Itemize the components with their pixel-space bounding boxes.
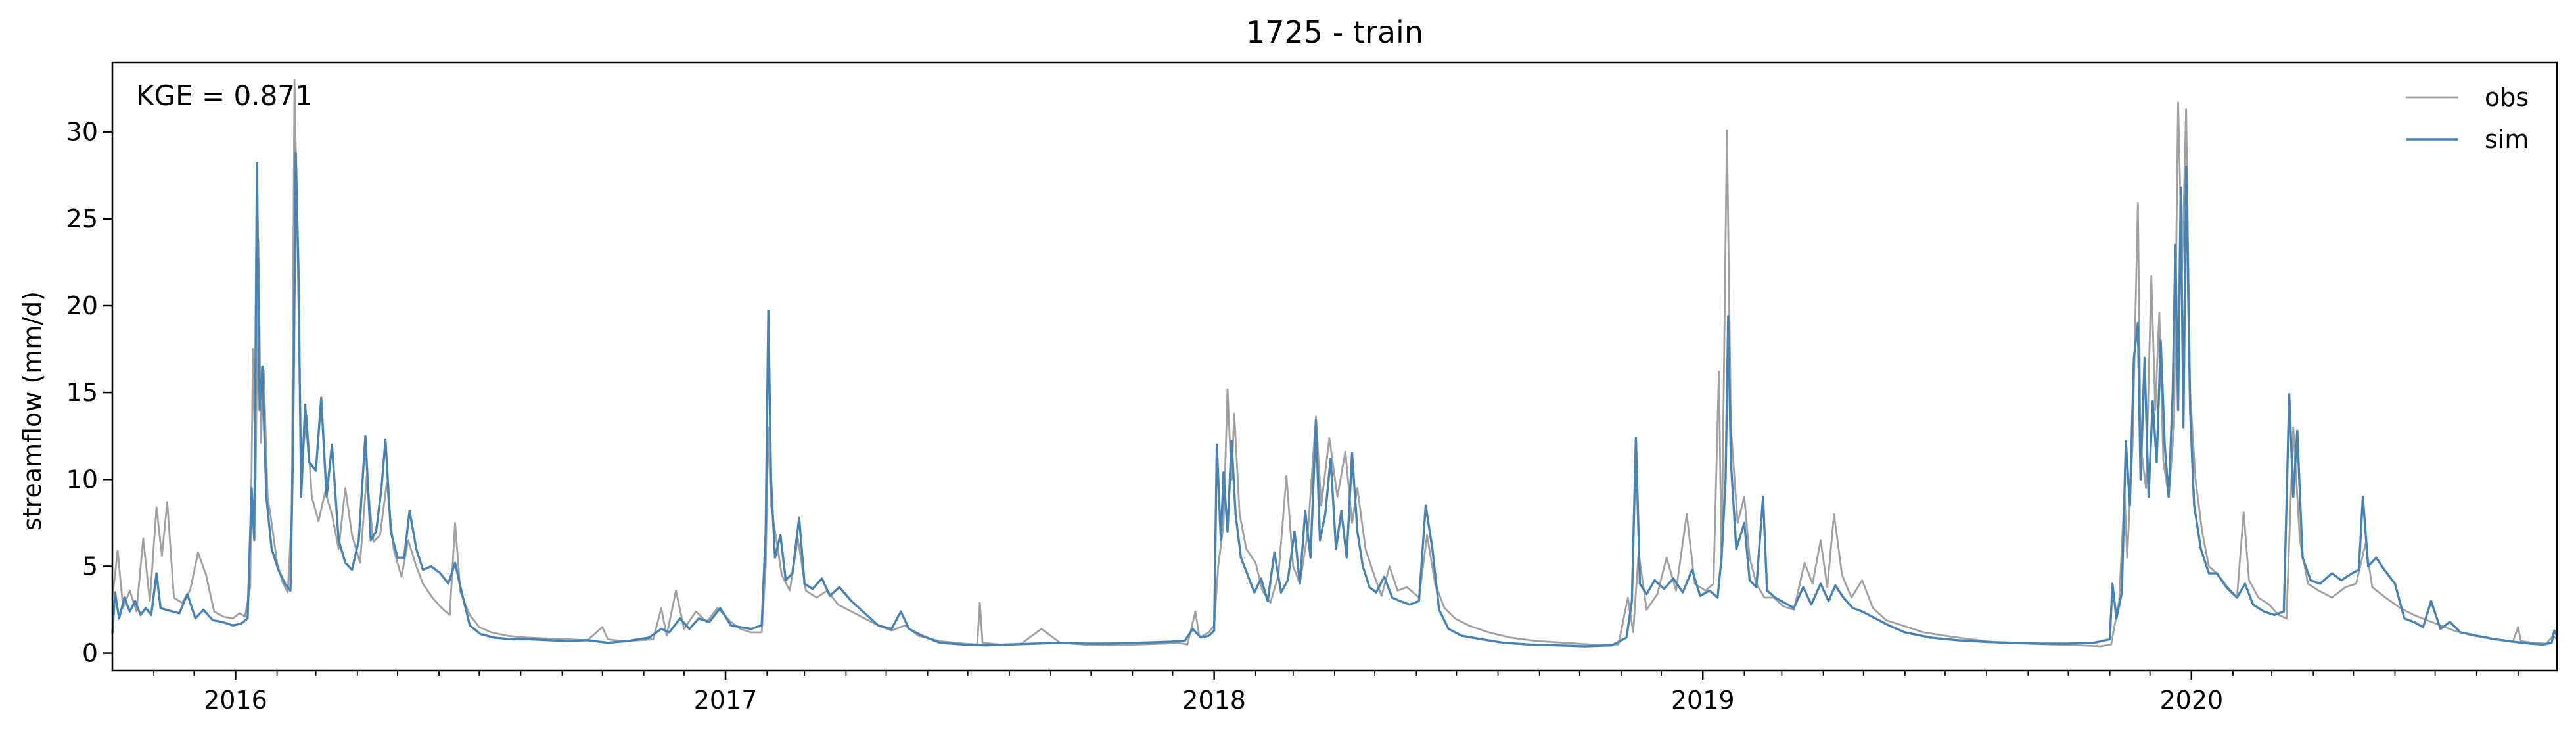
legend-label-obs: obs xyxy=(2485,83,2529,112)
y-tick-label: 20 xyxy=(66,291,98,320)
y-tick-label: 15 xyxy=(66,378,98,407)
legend-label-sim: sim xyxy=(2485,125,2529,154)
plot-frame xyxy=(111,61,2558,672)
axis-ticks: 0 5 10 15 20 25 30 2016 2017 2018 2019 2020 xyxy=(66,118,2519,715)
y-tick-label: 25 xyxy=(66,204,98,233)
x-tick-label: 2017 xyxy=(694,686,758,715)
y-tick-label: 5 xyxy=(82,552,98,581)
legend: obs sim xyxy=(2406,83,2529,154)
y-tick-label: 30 xyxy=(66,118,98,147)
chart-title: 1725 - train xyxy=(1246,14,1423,50)
kge-annotation: KGE = 0.871 xyxy=(136,80,313,112)
series-line-sim xyxy=(111,151,2558,648)
y-tick-label: 0 xyxy=(82,639,98,668)
plot-lines xyxy=(111,79,2558,648)
y-axis-label: streamflow (mm/d) xyxy=(18,291,47,531)
x-tick-label: 2018 xyxy=(1182,686,1246,715)
x-tick-label: 2019 xyxy=(1671,686,1735,715)
y-tick-label: 10 xyxy=(66,465,98,494)
x-tick-label: 2016 xyxy=(204,686,267,715)
x-tick-label: 2020 xyxy=(2159,686,2223,715)
